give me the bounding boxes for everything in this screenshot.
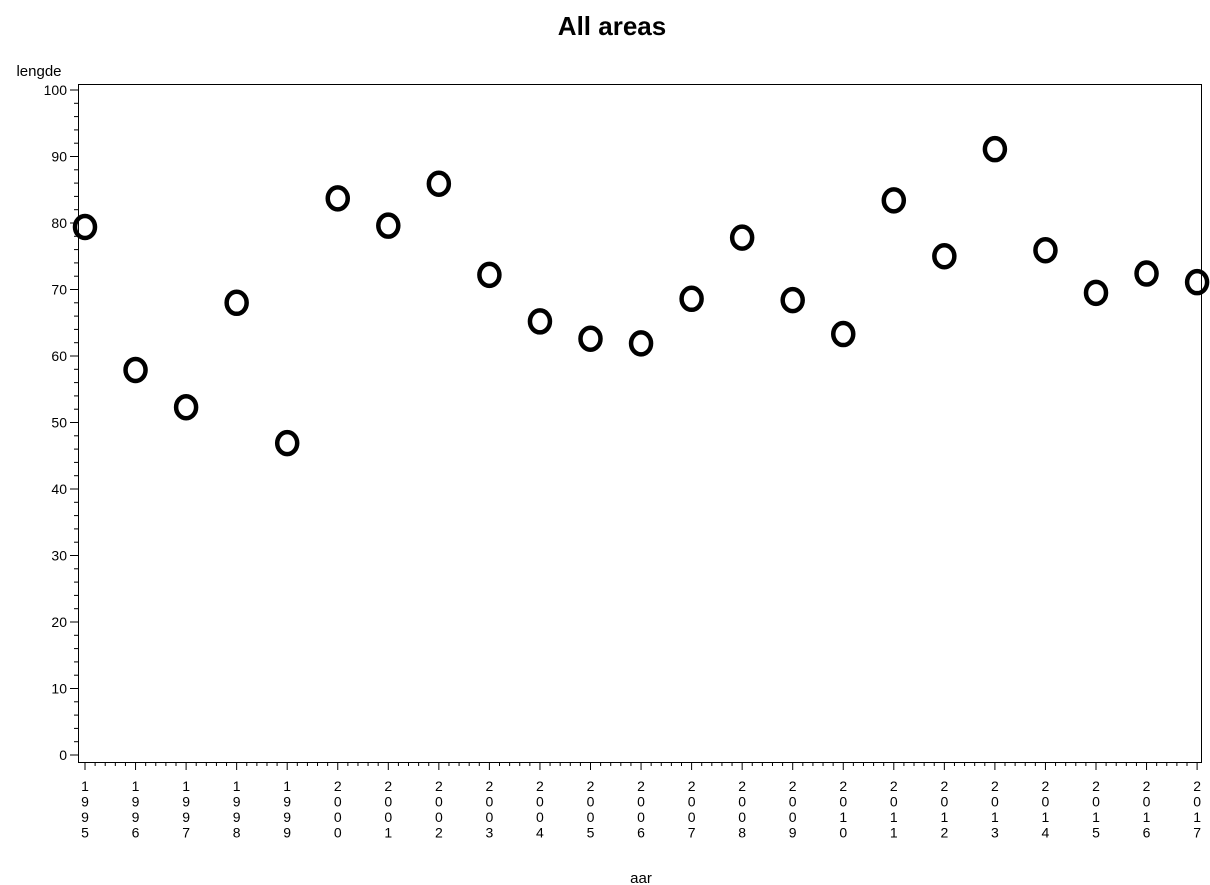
data-point — [831, 320, 856, 348]
data-point — [932, 243, 957, 270]
y-tick-label: 100 — [44, 82, 68, 98]
x-axis: 1 9 9 5 1 9 9 6 1 9 9 7 1 9 9 8 1 9 9 9 2 0 0 0 2 0 0 1 2 0 0 2 2 0 0 3 2 0 0 4… — [81, 762, 1201, 841]
data-point — [1033, 237, 1058, 264]
data-point — [881, 187, 907, 214]
data-point — [173, 393, 199, 421]
y-axis: 0 10 20 30 40 50 60 70 80 90 100 — [44, 82, 78, 763]
data-point — [72, 213, 98, 241]
data-point — [477, 261, 502, 289]
y-tick-label: 10 — [51, 681, 67, 697]
y-tick-label: 30 — [51, 548, 67, 564]
y-tick-label: 70 — [51, 282, 67, 298]
y-tick-label: 80 — [51, 215, 67, 231]
y-axis-label: lengde — [16, 63, 61, 80]
data-points — [72, 135, 1210, 457]
data-point — [1184, 268, 1210, 296]
y-tick-label: 0 — [59, 747, 67, 763]
data-point — [1134, 260, 1159, 287]
data-point — [376, 212, 401, 239]
y-tick-label: 50 — [51, 415, 67, 431]
data-point — [729, 224, 755, 251]
chart-title: All areas — [558, 11, 666, 41]
data-point — [224, 289, 249, 317]
data-point — [274, 429, 300, 457]
data-point — [426, 170, 452, 198]
x-axis-label: aar — [630, 870, 652, 885]
y-tick-label: 40 — [51, 481, 67, 497]
data-point — [780, 286, 805, 314]
plot-frame — [78, 84, 1202, 763]
data-point — [628, 330, 654, 357]
data-point — [1083, 279, 1109, 307]
data-point — [679, 285, 704, 313]
y-tick-label: 90 — [51, 149, 67, 165]
data-point — [527, 308, 553, 335]
y-tick-label: 20 — [51, 614, 67, 630]
data-point — [123, 356, 148, 384]
data-point — [325, 185, 350, 212]
y-tick-label: 60 — [51, 348, 67, 364]
data-point — [578, 325, 603, 352]
data-point — [982, 135, 1008, 163]
